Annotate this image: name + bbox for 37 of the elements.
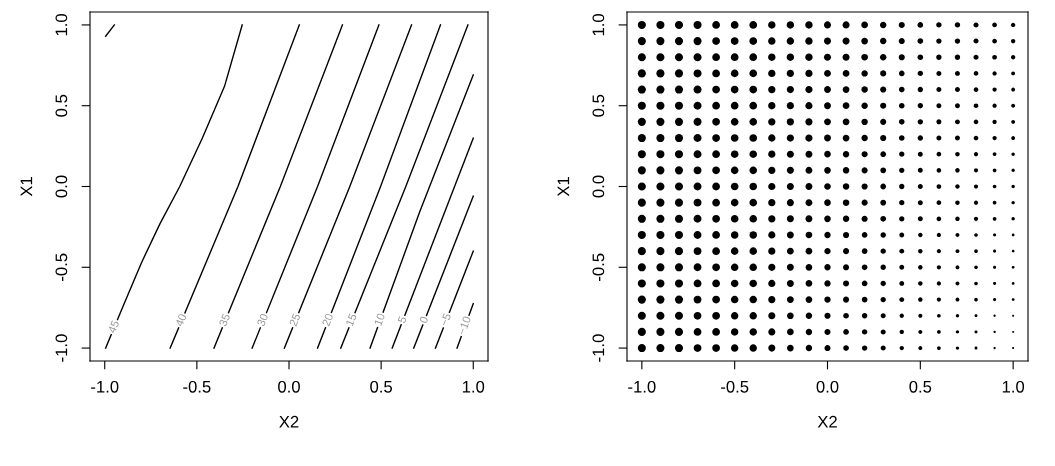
- text: −10: [457, 315, 472, 336]
- y-tick-label: 0.5: [55, 94, 68, 117]
- x-tick-label: 0.5: [909, 380, 932, 393]
- y-tick-label: 1.0: [55, 13, 68, 36]
- y-tick-label: 0.5: [592, 94, 605, 117]
- x-tick-label: 0.0: [816, 380, 839, 393]
- text: −5: [439, 312, 452, 327]
- text: 40: [174, 313, 187, 328]
- line-series: [104, 24, 243, 349]
- x-tick-label: 1.0: [1002, 380, 1025, 393]
- y-tick-label: 1.0: [592, 13, 605, 36]
- y-axis-title: X1: [557, 177, 570, 197]
- x-tick-label: -1.0: [91, 380, 119, 393]
- text: 35: [218, 313, 231, 327]
- text: 15: [345, 313, 357, 327]
- text: 10: [373, 312, 386, 326]
- y-tick-label: -0.5: [592, 253, 605, 281]
- y-tick-label: -1.0: [55, 334, 68, 362]
- y-tick-label: 0.0: [592, 175, 605, 198]
- text: 0: [419, 315, 429, 324]
- text: 30: [256, 313, 269, 327]
- x-tick-label: 0.0: [278, 380, 300, 393]
- x-tick-label: -1.0: [628, 380, 656, 393]
- x-tick-label: 1.0: [462, 380, 485, 393]
- x-axis-title: X2: [279, 415, 299, 428]
- y-axis-title: X1: [20, 177, 33, 197]
- x-axis-title: X2: [817, 415, 837, 428]
- x-tick-label: 0.5: [370, 380, 393, 393]
- text: 5: [397, 315, 407, 324]
- text: 45: [107, 319, 120, 334]
- y-tick-label: 0.0: [55, 175, 68, 198]
- x-tick-label: -0.5: [183, 380, 211, 393]
- text: 25: [289, 313, 301, 327]
- y-tick-label: -0.5: [55, 253, 68, 281]
- x-tick-label: -0.5: [721, 380, 749, 393]
- text: 20: [321, 313, 334, 327]
- y-tick-label: -1.0: [592, 334, 605, 362]
